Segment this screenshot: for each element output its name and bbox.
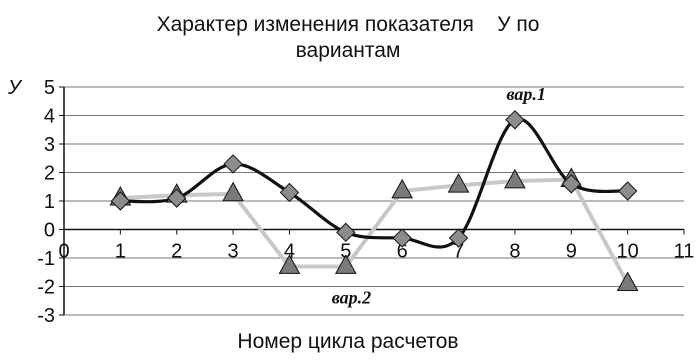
- series-1-point-5: [336, 222, 356, 243]
- y-tick-label-1: 1: [44, 191, 55, 213]
- y-tick-label-5: 5: [44, 77, 55, 99]
- x-tick-label-5: 5: [340, 241, 351, 263]
- series-1-point-10: [617, 181, 638, 201]
- chart-title-line-1: Характер изменения показателя У по: [156, 13, 540, 36]
- y-tick-label-4: 4: [44, 106, 55, 128]
- series-1-point-2: [167, 188, 187, 208]
- series-2-point-5: [334, 254, 357, 274]
- annotations: вар.1 вар.2: [332, 84, 546, 308]
- series-1-point-4: [279, 182, 300, 203]
- series-1-line: [120, 117, 628, 249]
- series-1-point-7: [448, 228, 469, 248]
- series-1-point-6: [392, 228, 412, 248]
- series-2: [120, 177, 630, 285]
- series-2-point-10: [616, 271, 639, 291]
- y-tick-label--1: -1: [37, 248, 55, 270]
- y-axis-label: У: [7, 77, 23, 99]
- x-tick-label-2: 2: [171, 241, 182, 263]
- y-tick-label-2: 2: [44, 163, 55, 185]
- x-tick-label-3: 3: [228, 241, 239, 263]
- x-axis-label: Номер цикла расчетов: [237, 330, 459, 353]
- series-1-point-9: [561, 174, 581, 194]
- x-tick-label-0: 0: [58, 241, 69, 263]
- chart-title: Характер изменения показателя У по вариа…: [0, 12, 696, 64]
- chart-title-line-2: вариантам: [295, 39, 401, 62]
- y-tick-label-0: 0: [44, 220, 55, 242]
- x-tick-label-8: 8: [509, 241, 520, 263]
- series-layer: [109, 110, 639, 291]
- x-tick-label-7: 7: [453, 241, 464, 263]
- series-2-point-6: [391, 178, 414, 199]
- y-tick-label-3: 3: [44, 134, 55, 156]
- x-tick-label-6: 6: [397, 241, 408, 263]
- x-tick-label-9: 9: [566, 241, 577, 263]
- series-1-point-3: [223, 154, 243, 174]
- series-2-point-8: [504, 168, 526, 189]
- x-tick-label-4: 4: [284, 241, 295, 263]
- series-1: [120, 117, 628, 249]
- series-1-point-1: [110, 191, 131, 211]
- series-2-line: [120, 177, 630, 285]
- series-1-point-8: [505, 110, 525, 130]
- x-tick-label-1: 1: [115, 241, 126, 263]
- series-2-point-4: [278, 254, 301, 274]
- y-tick-label--2: -2: [37, 277, 55, 299]
- x-tick-label-11: 11: [674, 241, 695, 263]
- x-tick-label-10: 10: [617, 241, 639, 263]
- annotation-2: вар.2: [332, 288, 371, 308]
- annotation-1: вар.1: [506, 84, 545, 104]
- series-2-point-3: [222, 181, 244, 202]
- series-2-point-7: [447, 173, 470, 193]
- y-tick-label--3: -3: [37, 305, 55, 327]
